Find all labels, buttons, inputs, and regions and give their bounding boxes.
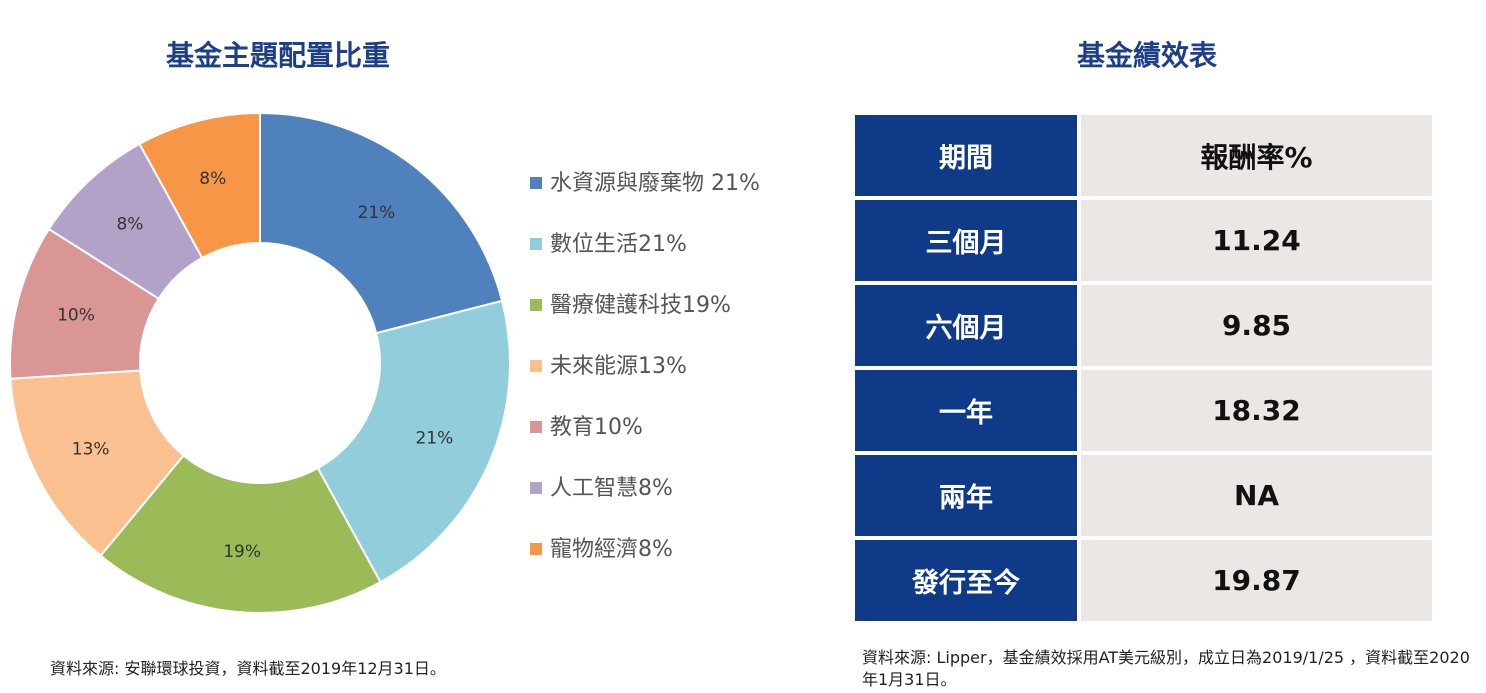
table-cell: 一年 xyxy=(855,370,1077,451)
table-cell: 18.32 xyxy=(1081,370,1432,451)
data-label: 10% xyxy=(57,306,95,326)
data-label: 8% xyxy=(116,214,143,234)
legend-label: 水資源與廢棄物 21% xyxy=(550,171,760,196)
data-label: 21% xyxy=(358,203,396,223)
legend-swatch xyxy=(530,238,542,250)
legend-label: 醫療健護科技19% xyxy=(550,293,731,318)
table-cell: 發行至今 xyxy=(855,540,1077,621)
legend-label: 教育10% xyxy=(550,415,643,440)
table-row: 一年 18.32 xyxy=(855,370,1432,451)
data-label: 8% xyxy=(199,169,226,189)
table-cell: 六個月 xyxy=(855,285,1077,366)
legend-swatch xyxy=(530,299,542,311)
slice xyxy=(316,299,511,584)
legend-label: 寵物經濟8% xyxy=(550,537,673,562)
data-label: 21% xyxy=(415,428,453,448)
legend-swatch xyxy=(530,360,542,372)
legend-swatch xyxy=(530,482,542,494)
table-cell: 報酬率% xyxy=(1081,115,1432,196)
table-cell: 19.87 xyxy=(1081,540,1432,621)
table-cell: 兩年 xyxy=(855,455,1077,536)
chart-note: 資料來源: 安聯環球投資，資料截至2019年12月31日。 xyxy=(50,659,446,678)
table-cell: 9.85 xyxy=(1081,285,1432,366)
chart-title: 基金主題配置比重 xyxy=(165,39,390,72)
legend-swatch xyxy=(530,421,542,433)
table-row: 兩年 NA xyxy=(855,455,1432,536)
legend-swatch xyxy=(530,177,542,189)
table-row: 期間 報酬率% xyxy=(855,115,1432,196)
slice xyxy=(138,111,261,260)
table-row: 六個月 9.85 xyxy=(855,285,1432,366)
data-label: 13% xyxy=(72,439,110,459)
table-row: 三個月 11.24 xyxy=(855,200,1432,281)
table-row: 發行至今 19.87 xyxy=(855,540,1432,621)
table-cell: 三個月 xyxy=(855,200,1077,281)
table-title: 基金績效表 xyxy=(1076,39,1217,72)
legend-swatch xyxy=(530,543,542,555)
slice xyxy=(259,111,504,335)
slice xyxy=(99,454,382,614)
slice xyxy=(9,369,185,558)
table-cell: 期間 xyxy=(855,115,1077,196)
chart: 21% 21% 19% 13% 10% 8% 8% 水資源與廢棄物 21% 數位生活21% 醫療健… xyxy=(9,111,760,614)
data-label: 19% xyxy=(223,542,261,562)
legend-label: 數位生活21% xyxy=(550,232,687,257)
legend-label: 未來能源13% xyxy=(550,354,687,379)
table-cell: NA xyxy=(1081,455,1432,536)
table-cell: 11.24 xyxy=(1081,200,1432,281)
table: 期間 報酬率% 三個月 11.24 六個月 9.85 一年 18.32 兩年 NA 發行至今 19.8… xyxy=(855,115,1432,625)
legend-label: 人工智慧8% xyxy=(550,476,673,501)
table-note: 資料來源: Lipper，基金績效採用AT美元級別，成立日為2019/1/25 … xyxy=(862,648,1470,689)
